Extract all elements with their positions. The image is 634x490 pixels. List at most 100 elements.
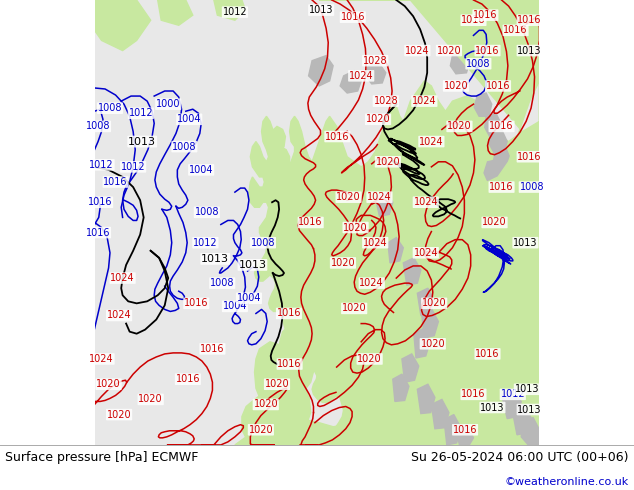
Polygon shape — [285, 187, 306, 224]
Text: 1004: 1004 — [177, 114, 202, 124]
Polygon shape — [414, 329, 430, 358]
Text: 1024: 1024 — [405, 46, 430, 55]
Text: 1016: 1016 — [476, 46, 500, 55]
Text: 1020: 1020 — [249, 425, 273, 435]
Text: 1024: 1024 — [110, 273, 135, 283]
Text: 1012: 1012 — [223, 7, 247, 17]
Polygon shape — [340, 71, 361, 93]
Text: 1013: 1013 — [238, 260, 266, 270]
Text: 1004: 1004 — [223, 301, 247, 311]
Text: Su 26-05-2024 06:00 UTC (00+06): Su 26-05-2024 06:00 UTC (00+06) — [411, 451, 629, 464]
Text: 1008: 1008 — [210, 278, 235, 288]
Polygon shape — [485, 113, 501, 137]
Text: 1016: 1016 — [489, 182, 514, 192]
Text: 1008: 1008 — [172, 142, 197, 151]
Text: 1008: 1008 — [250, 238, 275, 247]
Polygon shape — [393, 374, 409, 401]
Text: 1016: 1016 — [517, 152, 542, 162]
Text: 1013: 1013 — [513, 238, 538, 247]
Polygon shape — [278, 164, 298, 200]
Polygon shape — [474, 93, 492, 116]
Text: 1012: 1012 — [121, 162, 145, 172]
Text: 1013: 1013 — [201, 254, 230, 264]
Polygon shape — [340, 377, 364, 415]
Text: 1020: 1020 — [342, 303, 366, 314]
Text: 1020: 1020 — [96, 379, 121, 389]
Text: 1013: 1013 — [517, 46, 542, 55]
Text: 1012: 1012 — [129, 108, 153, 118]
Text: 1016: 1016 — [200, 344, 224, 354]
Polygon shape — [266, 126, 285, 157]
Text: 1020: 1020 — [254, 399, 278, 410]
Text: 1008: 1008 — [466, 59, 491, 69]
Text: 1000: 1000 — [156, 99, 181, 109]
Polygon shape — [242, 392, 288, 445]
Polygon shape — [254, 342, 302, 416]
Text: 1028: 1028 — [363, 56, 387, 66]
Text: 1016: 1016 — [276, 309, 301, 318]
Polygon shape — [444, 415, 461, 445]
Polygon shape — [484, 160, 501, 184]
Polygon shape — [402, 354, 418, 382]
Polygon shape — [521, 417, 540, 445]
Polygon shape — [456, 425, 474, 445]
Polygon shape — [365, 63, 385, 84]
Polygon shape — [214, 0, 245, 20]
Text: 1020: 1020 — [420, 339, 445, 349]
Text: 1013: 1013 — [309, 5, 333, 15]
Polygon shape — [249, 0, 540, 445]
Text: 1016: 1016 — [184, 298, 209, 308]
Polygon shape — [403, 258, 421, 285]
Text: 1016: 1016 — [176, 374, 200, 384]
Text: 1016: 1016 — [86, 227, 110, 238]
Text: 1012: 1012 — [89, 160, 114, 170]
Polygon shape — [293, 248, 328, 318]
Text: 1008: 1008 — [195, 207, 219, 218]
Polygon shape — [501, 389, 521, 418]
Text: 1020: 1020 — [366, 114, 391, 124]
Polygon shape — [158, 0, 193, 25]
Text: 1016: 1016 — [278, 359, 302, 369]
Text: 1012: 1012 — [193, 238, 217, 247]
Polygon shape — [380, 0, 540, 445]
Text: 1024: 1024 — [367, 192, 392, 202]
Text: Surface pressure [hPa] ECMWF: Surface pressure [hPa] ECMWF — [5, 451, 198, 464]
Text: 1020: 1020 — [331, 258, 355, 268]
Polygon shape — [431, 399, 449, 429]
Polygon shape — [311, 339, 340, 386]
Text: 1016: 1016 — [517, 15, 542, 25]
Polygon shape — [273, 372, 311, 437]
Text: 1016: 1016 — [88, 197, 112, 207]
Text: 1020: 1020 — [437, 46, 462, 55]
Text: 1020: 1020 — [375, 157, 400, 167]
Polygon shape — [493, 147, 511, 172]
Text: 1024: 1024 — [349, 71, 373, 81]
Text: 1024: 1024 — [413, 197, 438, 207]
Text: 1016: 1016 — [299, 218, 323, 227]
Text: 1016: 1016 — [340, 12, 365, 22]
Polygon shape — [309, 56, 333, 86]
Text: 1013: 1013 — [515, 384, 539, 394]
Polygon shape — [512, 404, 531, 435]
Text: 1024: 1024 — [412, 96, 437, 106]
Polygon shape — [450, 50, 470, 74]
Text: 1020: 1020 — [444, 81, 469, 91]
Polygon shape — [417, 384, 435, 414]
Text: 1016: 1016 — [103, 177, 128, 187]
Text: 1024: 1024 — [107, 311, 131, 320]
Text: 1013: 1013 — [517, 405, 542, 415]
Text: 1020: 1020 — [358, 354, 382, 364]
Text: 1024: 1024 — [363, 238, 387, 247]
Text: 1013: 1013 — [480, 402, 505, 413]
Text: 1016: 1016 — [486, 81, 510, 91]
Polygon shape — [375, 192, 393, 217]
Text: 1013: 1013 — [128, 137, 156, 147]
Text: 1024: 1024 — [359, 278, 384, 288]
Polygon shape — [489, 129, 507, 154]
Text: 1016: 1016 — [453, 425, 477, 435]
Text: 1020: 1020 — [447, 122, 472, 131]
Polygon shape — [278, 325, 314, 394]
Polygon shape — [281, 278, 316, 344]
Text: 1024: 1024 — [419, 137, 444, 147]
Polygon shape — [94, 0, 151, 50]
